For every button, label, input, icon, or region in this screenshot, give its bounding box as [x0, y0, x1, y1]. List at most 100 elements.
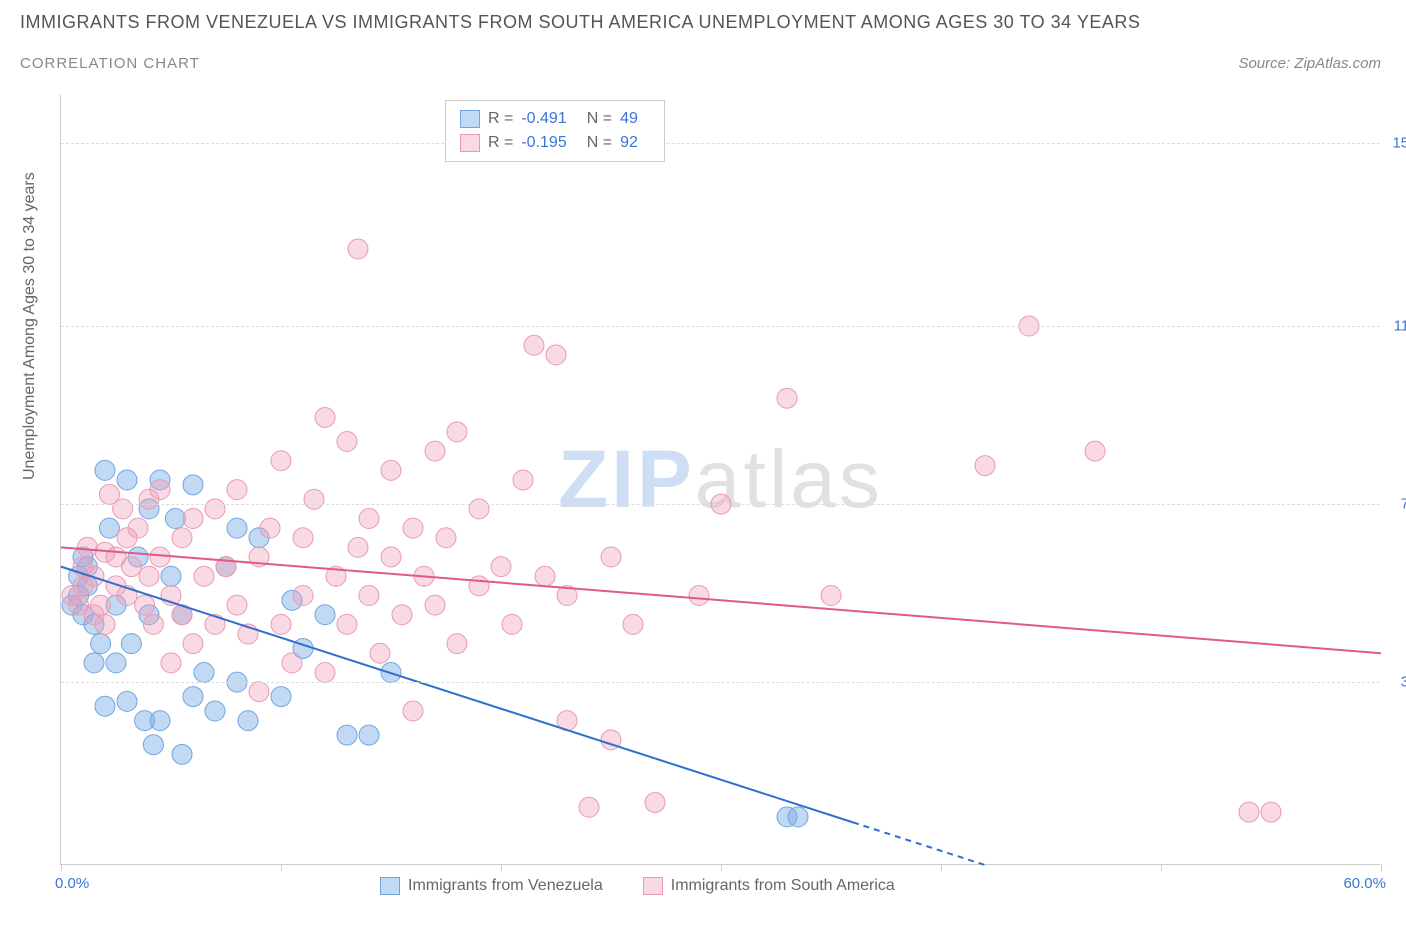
data-point-venezuela [91, 634, 111, 654]
data-point-south_america [425, 595, 445, 615]
data-point-south_america [304, 489, 324, 509]
chart-title: IMMIGRANTS FROM VENEZUELA VS IMMIGRANTS … [20, 12, 1140, 33]
data-point-south_america [491, 557, 511, 577]
data-point-south_america [194, 566, 214, 586]
data-point-venezuela [359, 725, 379, 745]
data-point-south_america [359, 509, 379, 529]
data-point-south_america [623, 614, 643, 634]
data-point-south_america [403, 701, 423, 721]
x-tick [1381, 864, 1382, 871]
data-point-south_america [645, 792, 665, 812]
data-point-south_america [447, 422, 467, 442]
stat-r-value: -0.491 [521, 107, 566, 131]
data-point-south_america [271, 451, 291, 471]
legend-swatch-venezuela [380, 877, 400, 895]
trendline-venezuela [61, 567, 853, 823]
data-point-south_america [1261, 802, 1281, 822]
stat-r-label: R = [488, 131, 513, 155]
data-point-venezuela [143, 735, 163, 755]
data-point-south_america [271, 614, 291, 634]
legend-item-venezuela: Immigrants from Venezuela [380, 877, 603, 895]
data-point-south_america [392, 605, 412, 625]
data-point-south_america [77, 537, 97, 557]
data-point-south_america [370, 643, 390, 663]
data-point-south_america [348, 537, 368, 557]
data-point-south_america [546, 345, 566, 365]
data-point-south_america [579, 797, 599, 817]
data-point-south_america [975, 456, 995, 476]
data-point-south_america [205, 499, 225, 519]
stat-n-label: N = [587, 107, 612, 131]
data-point-south_america [121, 557, 141, 577]
stat-n-label: N = [587, 131, 612, 155]
data-point-south_america [315, 663, 335, 683]
x-axis-min-label: 0.0% [55, 875, 89, 892]
scatter-svg [61, 95, 1380, 864]
data-point-south_america [348, 239, 368, 259]
data-point-south_america [293, 586, 313, 606]
stat-r-value: -0.195 [521, 131, 566, 155]
data-point-venezuela [95, 696, 115, 716]
y-tick-label: 15.0% [1392, 135, 1406, 152]
data-point-south_america [315, 407, 335, 427]
data-point-south_america [249, 682, 269, 702]
data-point-venezuela [121, 634, 141, 654]
data-point-south_america [113, 499, 133, 519]
data-point-south_america [469, 576, 489, 596]
x-tick [1161, 864, 1162, 871]
data-point-south_america [337, 432, 357, 452]
data-point-south_america [535, 566, 555, 586]
series-legend: Immigrants from Venezuela Immigrants from… [380, 877, 895, 895]
x-tick [281, 864, 282, 871]
data-point-venezuela [117, 691, 137, 711]
stat-n-value: 92 [620, 131, 638, 155]
data-point-south_america [821, 586, 841, 606]
data-point-south_america [337, 614, 357, 634]
stats-row-venezuela: R = -0.491 N = 49 [460, 107, 650, 131]
data-point-south_america [1085, 441, 1105, 461]
chart-subtitle: CORRELATION CHART [20, 55, 200, 72]
data-point-venezuela [194, 663, 214, 683]
data-point-south_america [359, 586, 379, 606]
data-point-venezuela [172, 744, 192, 764]
stat-r-label: R = [488, 107, 513, 131]
legend-item-south_america: Immigrants from South America [643, 877, 895, 895]
data-point-south_america [524, 335, 544, 355]
data-point-south_america [513, 470, 533, 490]
x-tick [61, 864, 62, 871]
data-point-venezuela [788, 807, 808, 827]
trendline-south_america [61, 547, 1381, 653]
data-point-venezuela [95, 460, 115, 480]
data-point-south_america [469, 499, 489, 519]
legend-label: Immigrants from Venezuela [408, 877, 603, 895]
swatch-venezuela [460, 110, 480, 128]
data-point-south_america [436, 528, 456, 548]
data-point-south_america [95, 614, 115, 634]
data-point-south_america [403, 518, 423, 538]
gridline [61, 143, 1380, 144]
source-attribution: Source: ZipAtlas.com [1238, 55, 1381, 72]
correlation-stats-box: R = -0.491 N = 49 R = -0.195 N = 92 [445, 100, 665, 162]
data-point-south_america [689, 586, 709, 606]
data-point-venezuela [84, 653, 104, 673]
x-tick [501, 864, 502, 871]
data-point-venezuela [271, 687, 291, 707]
y-tick-label: 7.5% [1401, 496, 1406, 513]
data-point-venezuela [150, 711, 170, 731]
data-point-venezuela [183, 687, 203, 707]
data-point-south_america [293, 528, 313, 548]
data-point-south_america [777, 388, 797, 408]
trendline-venezuela-dashed [853, 822, 985, 865]
data-point-south_america [227, 480, 247, 500]
data-point-venezuela [227, 518, 247, 538]
data-point-venezuela [183, 475, 203, 495]
data-point-venezuela [117, 470, 137, 490]
gridline [61, 682, 1380, 683]
data-point-south_america [91, 595, 111, 615]
data-point-south_america [381, 547, 401, 567]
data-point-venezuela [161, 566, 181, 586]
stat-n-value: 49 [620, 107, 638, 131]
legend-swatch-south_america [643, 877, 663, 895]
swatch-south_america [460, 134, 480, 152]
data-point-south_america [381, 460, 401, 480]
